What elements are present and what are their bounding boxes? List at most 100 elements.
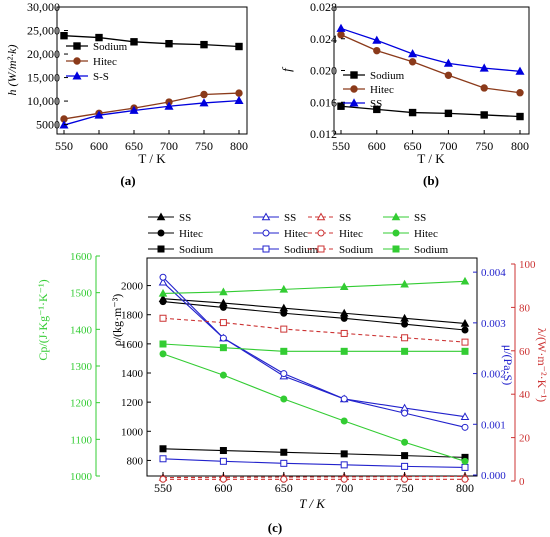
panel-c-series-line-4 [162, 276, 466, 428]
panel-c-series [158, 273, 470, 483]
panel-c-data-point [340, 329, 348, 337]
panel-a-x-tick-label: 650 [125, 139, 143, 153]
panel-c-lambda-axis-label: λ/(W·m⁻²·K⁻¹) [535, 328, 549, 402]
panel-b-data-point [372, 35, 382, 44]
panel-b-x-tick-label: 600 [368, 139, 386, 153]
panel-c-legend-swatch-marker [157, 245, 165, 253]
panel-c-legend-swatch-marker [157, 229, 165, 237]
panel-c-x-tick-label: 600 [214, 481, 232, 495]
panel-b-x-ticks: 550 600 650 700 750 800 [332, 130, 529, 153]
panel-c-legend-swatch-marker [262, 229, 270, 237]
panel-c-data-point [461, 457, 469, 465]
panel-c-legend-swatch-marker [392, 245, 400, 253]
panel-c-data-point [461, 326, 469, 334]
panel-c-data-point [340, 450, 348, 458]
panel-a-x-tick-label: 800 [230, 139, 248, 153]
panel-c-series-line-2 [162, 448, 466, 458]
panel-c-legend-swatch-marker [391, 212, 401, 221]
panel-c-mu-tick-label: 0.000 [481, 470, 506, 482]
panel-b-frame [333, 6, 530, 135]
panel-c-data-point [461, 347, 469, 355]
panel-c-cp-tick-label: 1000 [70, 471, 93, 483]
panel-c-data-point [280, 370, 288, 378]
panel-c-data-point [340, 475, 348, 483]
panel-a-data-point [234, 95, 244, 105]
panel-c-legend-swatch-marker [317, 229, 325, 237]
panel-a-legend-swatch-marker [72, 71, 82, 80]
panel-c-data-point [280, 459, 288, 467]
panel-c-data-point [460, 318, 470, 327]
panel-b-data-point [516, 89, 524, 97]
panel-c-data-point [219, 447, 227, 455]
panel-c-mu-tick-label: 0.003 [481, 318, 506, 330]
panel-b: 550 600 650 700 750 800 0.0120.0160.0200.0240… [279, 0, 530, 188]
panel-c-data-point [279, 284, 289, 293]
panel-c-data-point [159, 445, 167, 453]
panel-c-x-ticks: 550 600 650 700 750 800 [154, 472, 474, 495]
panel-a-series-line-0 [63, 35, 240, 48]
panel-a-data-point [235, 42, 243, 51]
panel-c-data-point [461, 475, 469, 483]
panel-b-data-point [408, 108, 417, 117]
panel-c-legend-label: Sodium [414, 244, 449, 256]
panel-c-lambda-tick-label: 100 [519, 259, 536, 271]
panel-c-rho-tick-label: 1800 [121, 310, 144, 322]
panel-c-cp-tick-label: 1300 [70, 361, 93, 373]
panel-a-series-line-2 [63, 99, 240, 126]
panel-b-legend-swatch-marker [350, 85, 358, 93]
panel-c-data-point [401, 438, 409, 446]
panel-a-data-point [130, 38, 138, 46]
panel-b-x-tick-label: 650 [404, 139, 422, 153]
panel-a-y-axis-label: h (W/m²·k) [5, 45, 19, 96]
panel-c-series-line-11 [162, 343, 465, 352]
panel-a-x-tick-label: 600 [90, 139, 108, 153]
panel-c-rho-tick-label: 2000 [121, 281, 144, 293]
panel-b-y-tick-label: 0.012 [310, 127, 337, 141]
panel-c-data-point [340, 461, 348, 469]
panel-c-legend-label: Hitec [284, 228, 308, 240]
panel-c-data-point [159, 340, 167, 348]
panel-c-mu-tick-label: 0.002 [481, 369, 506, 381]
panel-c-data-point [219, 475, 227, 483]
panel-a-legend: Sodium Hitec S-S [66, 41, 128, 83]
panel-c-legend-swatch-marker [262, 245, 270, 253]
panel-a-data-point [129, 105, 139, 114]
panel-c-legend-label: Sodium [284, 244, 319, 256]
panel-b-legend-label: Sodium [370, 70, 405, 82]
panel-b-x-tick-label: 750 [475, 139, 493, 153]
panel-c-data-point [401, 409, 409, 417]
panel-b-legend-swatch-marker [350, 71, 358, 79]
panel-c-rho-tick-label: 1200 [121, 397, 144, 409]
panel-c-data-point [219, 303, 227, 311]
panel-c-mu-tick-label: 0.004 [481, 267, 506, 279]
panel-c-data-point [158, 288, 168, 297]
panel-a: 550 600 650 700 750 800 5000 10,000 15,000 20,00… [5, 0, 248, 188]
panel-c-data-point [159, 455, 167, 463]
panel-c-data-point [401, 320, 409, 328]
panel-c-data-point [401, 452, 409, 460]
panel-c-data-point [400, 279, 409, 288]
panel-c-data-point [340, 347, 348, 355]
panel-c-legend-label: Sodium [179, 244, 214, 256]
panel-c-data-point [401, 347, 409, 355]
panel-c-cp-tick-label: 1500 [70, 288, 93, 300]
panel-b-data-point [444, 71, 453, 79]
panel-a-series-line-1 [63, 92, 240, 120]
panel-b-data-point [336, 23, 346, 32]
panel-a-y-tick-label: 20,000 [27, 47, 60, 61]
panel-a-data-point [235, 89, 243, 97]
panel-c-legend-label: Sodium [339, 244, 374, 256]
panel-b-data-point [373, 46, 381, 55]
panel-c-legend-label: SS [284, 212, 296, 224]
panel-a-legend-label: Hitec [93, 56, 117, 68]
panel-b-data-point [337, 102, 345, 110]
panel-c-x-tick-label: 700 [335, 481, 353, 495]
panel-c-series-line-3 [162, 281, 466, 418]
panel-a-y-tick-label: 5000 [36, 118, 60, 132]
panel-c-legend-swatch-marker [392, 229, 400, 237]
panel-b-x-tick-label: 550 [332, 139, 350, 153]
panel-a-data-point [165, 39, 173, 48]
panel-c-lambda-tick-label: 60 [519, 346, 531, 358]
panel-c-data-point [460, 276, 470, 285]
panel-b-x-tick-label: 800 [511, 139, 529, 153]
